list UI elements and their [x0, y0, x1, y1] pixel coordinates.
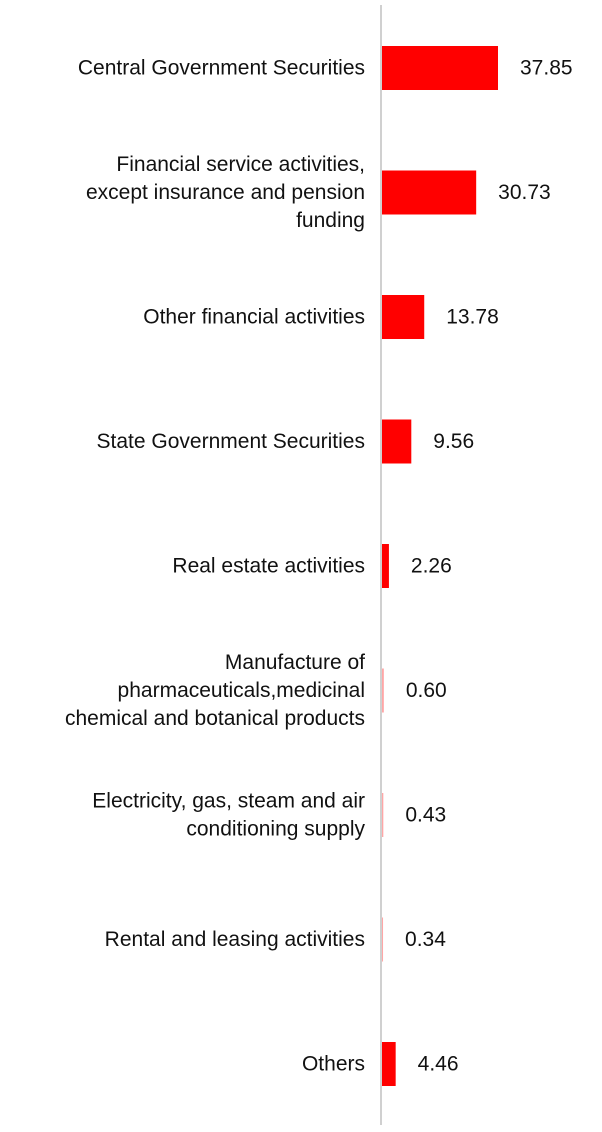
value-label: 30.73: [498, 181, 551, 204]
category-label-line: State Government Securities: [97, 430, 365, 453]
category-label-line: Rental and leasing activities: [105, 928, 365, 951]
category-label-line: Electricity, gas, steam and air: [92, 790, 365, 813]
bar: [382, 544, 389, 588]
bar: [382, 793, 384, 837]
category-label-line: chemical and botanical products: [65, 707, 365, 730]
category-label: Other financial activities: [143, 306, 365, 329]
bars-group: [382, 46, 498, 1086]
category-label-line: Financial service activities,: [116, 153, 365, 176]
value-label: 0.43: [405, 804, 446, 827]
category-label-line: Other financial activities: [143, 306, 365, 329]
category-label-line: Others: [302, 1053, 365, 1076]
bar: [382, 170, 477, 215]
category-label-line: conditioning supply: [186, 818, 365, 841]
category-label-line: pharmaceuticals,medicinal: [118, 679, 365, 702]
category-label-line: funding: [296, 209, 365, 232]
category-label-line: except insurance and pension: [86, 181, 365, 204]
value-label: 2.26: [411, 555, 452, 578]
value-label: 37.85: [520, 57, 573, 80]
category-label: Rental and leasing activities: [105, 928, 365, 951]
category-labels-group: Central Government Securities Financial s…: [65, 57, 366, 1076]
bar: [382, 295, 425, 339]
bar: [382, 917, 384, 962]
bar: [382, 46, 498, 90]
value-labels-group: 37.85 30.73 13.78 9.56 2.26 0.60 0.43 0.34 4.46: [405, 57, 573, 1076]
category-label-line: Central Government Securities: [78, 57, 365, 80]
value-label: 0.34: [405, 928, 446, 951]
category-label: Others: [302, 1053, 365, 1076]
category-label: Electricity, gas, steam and air condition…: [92, 790, 365, 841]
bar: [382, 1042, 396, 1086]
value-label: 4.46: [418, 1053, 459, 1076]
value-label: 9.56: [433, 430, 474, 453]
category-label: Manufacture of pharmaceuticals,medicinal c…: [65, 651, 365, 730]
category-label: Real estate activities: [172, 555, 365, 578]
value-label: 0.60: [406, 679, 447, 702]
category-label: Financial service activities, except insu…: [86, 153, 365, 232]
bar: [382, 668, 384, 713]
category-label-line: Real estate activities: [172, 555, 365, 578]
category-label: Central Government Securities: [78, 57, 365, 80]
category-label: State Government Securities: [97, 430, 365, 453]
value-label: 13.78: [446, 306, 499, 329]
category-label-line: Manufacture of: [225, 651, 365, 674]
bar: [382, 419, 412, 464]
